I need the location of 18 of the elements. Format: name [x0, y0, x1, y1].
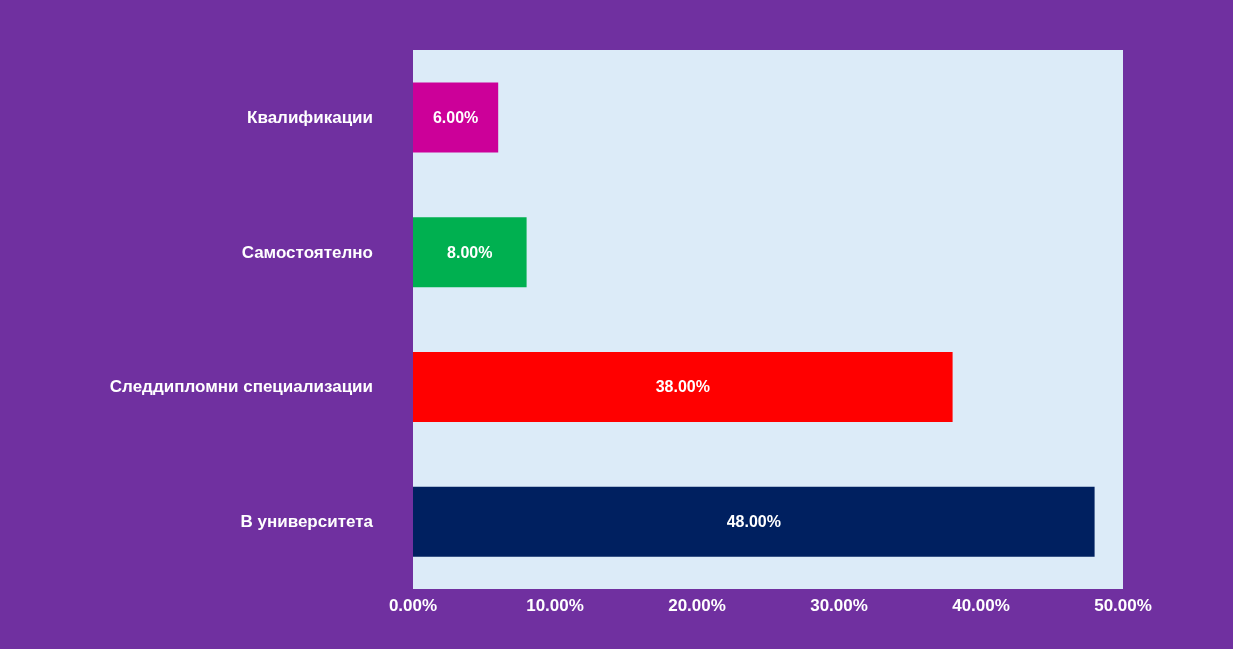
- y-tick-label: Следдипломни специализации: [109, 377, 373, 397]
- y-tick-label: В университета: [240, 512, 374, 532]
- y-tick-label: Квалификации: [247, 107, 373, 127]
- x-tick-label: 30.00%: [810, 596, 868, 615]
- data-label: 8.00%: [447, 243, 493, 261]
- x-tick-label: 10.00%: [526, 596, 584, 615]
- bar: [413, 82, 499, 153]
- bar: [413, 217, 527, 288]
- y-tick-label: Самостоятелно: [241, 242, 373, 262]
- data-label: 48.00%: [726, 513, 781, 531]
- data-label: 6.00%: [432, 108, 479, 126]
- bar: [413, 351, 953, 422]
- x-tick-label: 20.00%: [668, 596, 726, 615]
- x-tick-label: 40.00%: [952, 596, 1010, 615]
- x-tick-label: 50.00%: [1094, 596, 1152, 615]
- x-tick-label: 0.00%: [388, 596, 438, 615]
- bar: [413, 486, 1095, 557]
- data-label: 38.00%: [655, 378, 710, 396]
